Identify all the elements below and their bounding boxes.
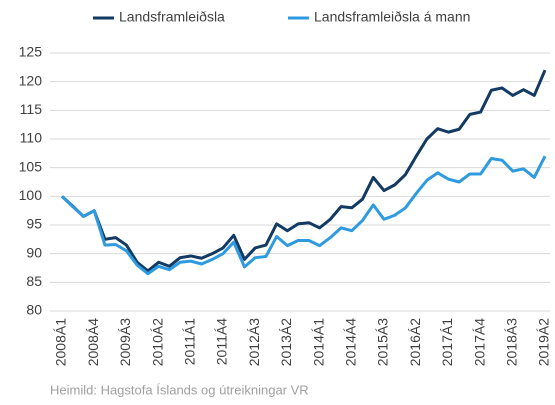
legend-label: Landsframleiðsla: [119, 9, 225, 25]
y-tick-label: 100: [19, 187, 43, 203]
x-tick-label: 2016Á2: [407, 318, 423, 366]
series-line: [60, 69, 547, 273]
y-tick-label: 125: [19, 44, 43, 60]
source-note: Heimild: Hagstofa Íslands og útreikninga…: [50, 382, 309, 397]
y-tick-label: 85: [26, 273, 42, 289]
x-tick-label: 2015Á3: [375, 318, 391, 366]
x-tick-label: 2010Á2: [149, 318, 165, 366]
y-tick-label: 90: [26, 244, 42, 260]
x-tick-label: 2017Á4: [471, 318, 487, 366]
x-tick-label: 2017Á1: [439, 318, 455, 366]
y-tick-label: 95: [26, 216, 42, 232]
y-tick-label: 110: [20, 130, 43, 146]
y-tick-label: 120: [19, 72, 43, 88]
y-tick-label: 105: [19, 158, 43, 174]
x-tick-label: 2014Á4: [343, 318, 359, 366]
x-tick-label: 2011Á4: [214, 318, 230, 365]
x-tick-label: 2012Á3: [246, 318, 262, 366]
x-tick-label: 2011Á1: [182, 318, 198, 365]
x-tick-label: 2008Á1: [53, 318, 69, 366]
x-tick-label: 2014Á1: [310, 318, 326, 366]
x-tick-label: 2008Á4: [85, 318, 101, 366]
x-tick-label: 2019Á2: [536, 318, 552, 366]
x-tick-label: 2018Á3: [504, 318, 520, 366]
y-tick-label: 80: [26, 302, 42, 318]
x-tick-label: 2013Á2: [278, 318, 294, 366]
series-line: [60, 155, 547, 276]
legend-label: Landsframleiðsla á mann: [314, 9, 470, 25]
x-tick-label: 2009Á3: [117, 318, 133, 366]
y-tick-label: 115: [20, 101, 43, 117]
